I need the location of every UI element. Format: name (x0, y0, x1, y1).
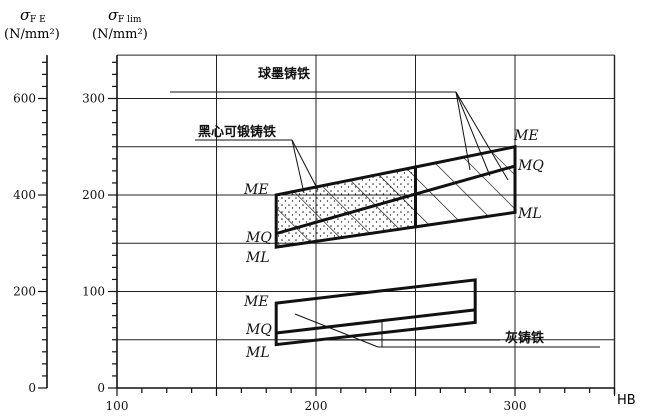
gray-leader (294, 313, 379, 348)
malleable-leader (291, 139, 305, 194)
region-hatch-fill (415, 146, 515, 227)
x-tick-label: 300 (504, 399, 527, 413)
malleable-ml-label: ML (245, 250, 270, 266)
malleable-leader (291, 139, 319, 191)
ductile-ml-label: ML (517, 206, 542, 222)
x-axis-label: HB (617, 393, 636, 408)
ductile-mq-label: MQ (517, 158, 544, 174)
mq-line (275, 192, 416, 236)
region-hatch-fill (276, 167, 416, 248)
y-tick-label: 0 (97, 381, 105, 395)
gray-mq-label: MQ (245, 322, 272, 338)
ductile-me-label: ME (513, 128, 539, 144)
left-axis-label-subscript: F E (30, 15, 46, 25)
right-axis-label-unit: (N/mm²) (92, 27, 148, 42)
ductile-leader (455, 91, 491, 177)
x-tick-label: 100 (106, 399, 129, 413)
leader-lines (170, 91, 600, 348)
malleable-me-label: ME (243, 182, 269, 198)
gray-me-label: ME (243, 294, 269, 310)
y-tick-label: 100 (82, 285, 105, 299)
left-axis-tick-label: 600 (13, 92, 36, 106)
right-axis-label-symbol: σ (108, 6, 119, 24)
region-outline (274, 278, 477, 347)
ductile-leader (455, 91, 471, 171)
label-malleable-iron: 黑心可锻铸铁 (198, 124, 276, 140)
left-axis-label-unit: (N/mm²) (4, 27, 60, 42)
y-tick-label: 200 (82, 188, 105, 202)
left-axis-tick-label: 0 (28, 381, 36, 395)
mq-line (415, 164, 516, 196)
left-axis-tick-label: 200 (13, 285, 36, 299)
malleable-mq-label: MQ (245, 230, 272, 246)
left-axis-label-symbol: σ (20, 6, 31, 24)
ductile-leader (455, 91, 509, 181)
x-tick-label: 200 (305, 399, 328, 413)
left-axis-tick-label: 400 (13, 188, 36, 202)
gray-ml-label: ML (245, 345, 270, 361)
mq-line (276, 308, 476, 335)
label-ductile-iron: 球墨铸铁 (258, 66, 310, 82)
y-tick-label: 300 (82, 92, 105, 106)
regions (274, 144, 517, 347)
right-axis-label-subscript: F lim (118, 15, 142, 25)
region-outline (414, 144, 517, 229)
label-gray-iron: 灰铸铁 (505, 330, 544, 346)
